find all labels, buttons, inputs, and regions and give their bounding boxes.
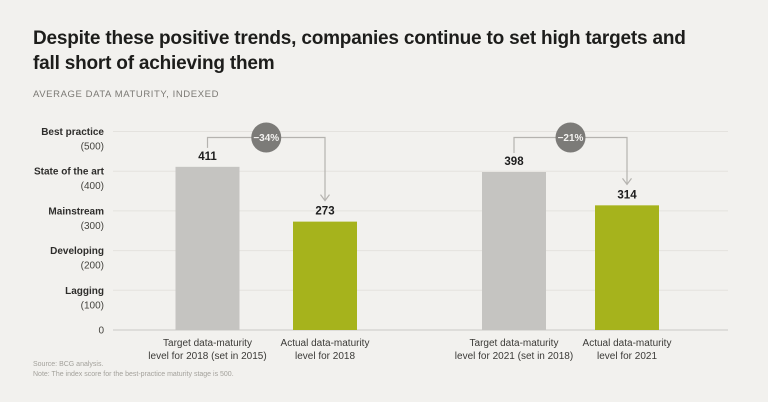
- y-stage-value: (300): [81, 221, 104, 232]
- y-stage-value: (100): [81, 300, 104, 311]
- category-label: Target data-maturity level for 2021 (set …: [455, 338, 573, 362]
- y-stage-name: Best practice: [41, 127, 104, 138]
- arrowhead-icon: [622, 177, 632, 186]
- arrowhead-icon: [320, 194, 330, 202]
- bar-value-label: 273: [315, 206, 334, 218]
- y-stage-name: Lagging: [65, 286, 104, 297]
- delta-badge-label: −21%: [558, 133, 584, 144]
- bar-value-label: 398: [504, 156, 524, 168]
- page-title-line-1: Despite these positive trends, companies…: [33, 28, 686, 49]
- bar-1: [293, 221, 357, 330]
- index-note: Note: The index score for the best-pract…: [33, 371, 234, 378]
- bar-2: [482, 171, 546, 330]
- delta-badge: [251, 122, 282, 153]
- bar-value-label: 314: [617, 189, 637, 201]
- delta-badge-label: −34%: [253, 133, 279, 144]
- source-note: Source: BCG analysis.: [33, 361, 104, 368]
- bar-value-label: 411: [198, 151, 217, 163]
- category-label: Target data-maturity level for 2018 (set …: [148, 338, 266, 362]
- category-label: Actual data-maturity level for 2018: [281, 338, 370, 362]
- y-stage-value: (200): [81, 261, 104, 272]
- bar-0: [175, 166, 240, 330]
- category-label: Actual data-maturity level for 2021: [583, 338, 672, 362]
- header: Despite these positive trends, companies…: [33, 26, 743, 76]
- chart-subtitle: AVERAGE DATA MATURITY, INDEXED: [33, 89, 220, 100]
- y-stage-name: Developing: [50, 246, 104, 257]
- footnotes: Source: BCG analysis. Note: The index sc…: [33, 360, 234, 380]
- y-stage-name: Mainstream: [48, 206, 104, 217]
- page-title-line-2: fall short of achieving them: [33, 53, 275, 74]
- bar-3: [595, 205, 659, 330]
- page-title: Despite these positive trends, companies…: [33, 26, 743, 76]
- y-stage-value: 0: [98, 326, 104, 337]
- y-stage-value: (500): [81, 142, 104, 153]
- y-stage-name: State of the art: [34, 167, 105, 178]
- y-stage-value: (400): [81, 181, 104, 192]
- delta-badge: [555, 122, 586, 153]
